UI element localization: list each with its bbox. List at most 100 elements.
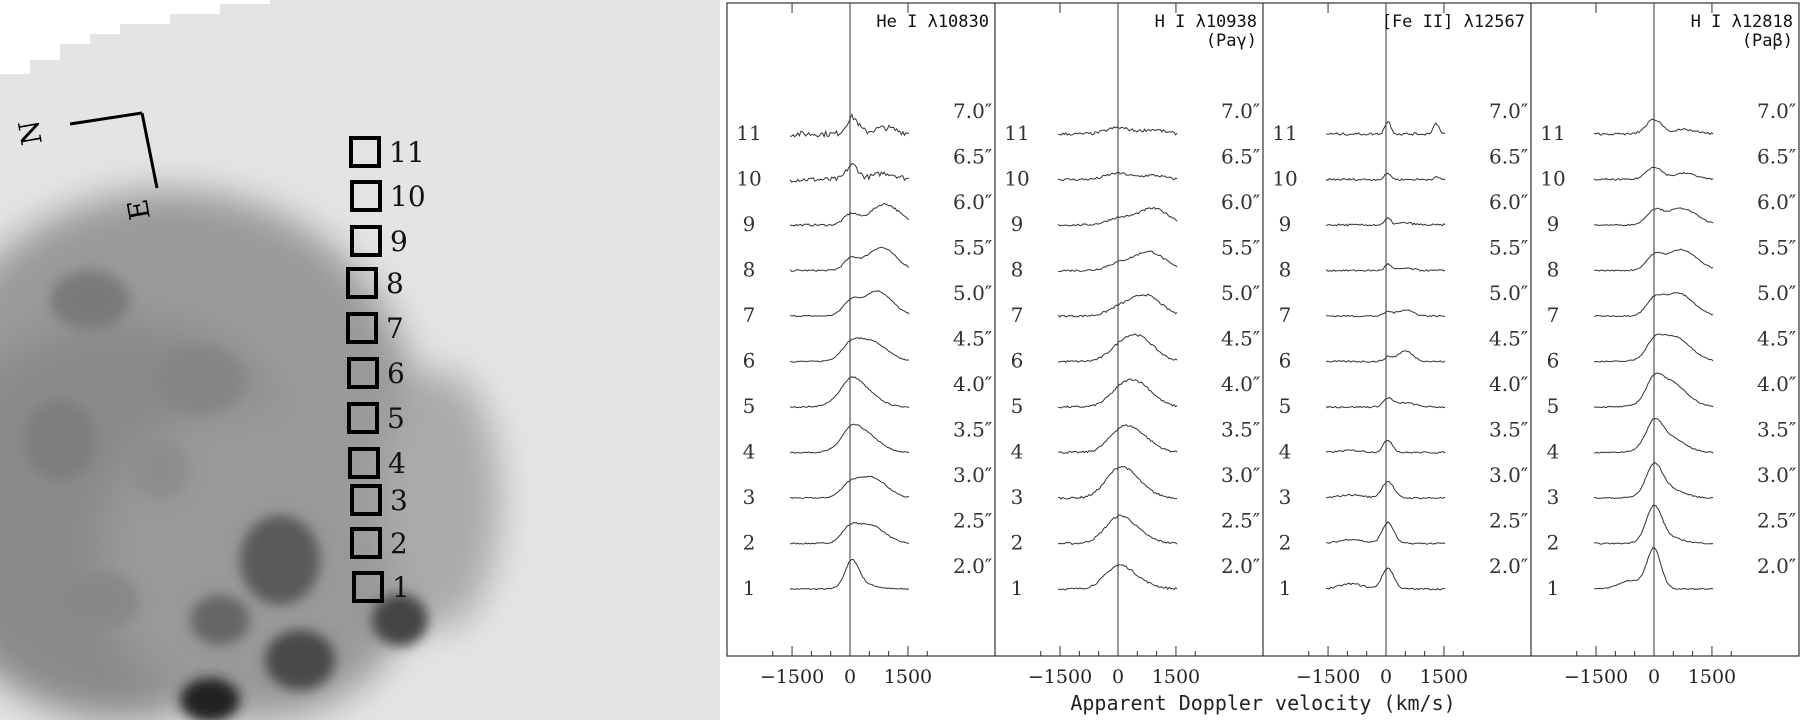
- aperture-label: 5: [387, 402, 405, 435]
- position-number-label: 11: [1004, 121, 1029, 145]
- spectrum-line: [1325, 396, 1446, 409]
- position-number-label: 1: [743, 576, 756, 600]
- offset-label: 6.5″: [1221, 145, 1260, 169]
- spectrum-line: [789, 423, 910, 454]
- offset-label: 3.0″: [1221, 463, 1260, 487]
- offset-label: 5.0″: [1757, 281, 1796, 305]
- position-number-label: 9: [1547, 212, 1560, 236]
- position-number-label: 7: [1279, 303, 1292, 327]
- position-number-label: 2: [743, 531, 756, 555]
- offset-label: 4.5″: [953, 327, 992, 351]
- spectrum-line: [1326, 480, 1446, 500]
- position-number-label: 7: [1547, 303, 1560, 327]
- spectrum-line: [789, 202, 910, 227]
- aperture-label: 10: [390, 180, 426, 213]
- spectrum-line: [1325, 217, 1446, 227]
- position-number-label: 6: [1011, 349, 1024, 373]
- compass-north-label: N: [12, 118, 49, 148]
- offset-label: 2.5″: [953, 509, 992, 533]
- offset-label: 6.5″: [1757, 145, 1796, 169]
- offset-label: 6.0″: [953, 190, 992, 214]
- position-number-label: 3: [1011, 485, 1024, 509]
- spectrum-line: [1058, 465, 1178, 500]
- compass: N E: [12, 111, 159, 223]
- panel-subtitle: (Paβ): [1742, 31, 1793, 51]
- offset-label: 4.5″: [1221, 327, 1260, 351]
- offset-label: 4.0″: [1757, 372, 1796, 396]
- position-number-label: 9: [1011, 212, 1024, 236]
- offset-label: 5.5″: [953, 236, 992, 260]
- spectrum-line: [1058, 423, 1178, 455]
- position-number-label: 8: [1011, 258, 1024, 282]
- offset-label: 2.5″: [1221, 509, 1260, 533]
- spectrum-line: [1326, 521, 1446, 545]
- spectrum-line: [1325, 350, 1446, 363]
- spectrum-panel-3: −1500 0 1500 [Fe II] λ12567 1 2.0″ 2 2.5″ 3 3.0″ 4…: [1262, 3, 1528, 688]
- offset-label: 2.0″: [953, 554, 992, 578]
- offset-label: 4.0″: [953, 372, 992, 396]
- spectrum-line: [790, 337, 910, 363]
- offset-label: 6.0″: [1489, 190, 1528, 214]
- position-number-label: 8: [1279, 258, 1292, 282]
- position-number-label: 1: [1547, 576, 1560, 600]
- offset-label: 3.5″: [1221, 418, 1260, 442]
- position-number-label: 5: [1547, 394, 1560, 418]
- offset-label: 4.0″: [1489, 372, 1528, 396]
- offset-label: 7.0″: [953, 99, 992, 123]
- spectrum-line: [789, 475, 910, 499]
- panel-title: H I λ10938: [1155, 12, 1257, 32]
- spectrum-panel-4: −1500 0 1500 H I λ12818(Paβ) 1 2.0″ 2 2.5″ 3 3.0″…: [1530, 3, 1796, 688]
- x-tick-label: −1500: [1028, 666, 1092, 688]
- aperture-label: 4: [388, 447, 406, 480]
- position-number-label: 7: [1011, 303, 1024, 327]
- spectrum-panel-2: −1500 0 1500 H I λ10938(Paγ) 1 2.0″ 2 2.5″ 3 3.0″…: [994, 3, 1260, 688]
- spectrum-line: [1057, 333, 1178, 363]
- aperture-box: [347, 402, 379, 434]
- spectrum-line: [1593, 372, 1714, 409]
- aperture-box: [350, 180, 382, 212]
- offset-label: 4.5″: [1489, 327, 1528, 351]
- aperture-box: [350, 527, 382, 559]
- spectrum-line: [789, 376, 910, 409]
- x-axis-label: Apparent Doppler velocity (km/s): [1070, 691, 1455, 715]
- greyscale-image-panel: N E 1 2 3 4 5 6 7 8 9 10 11: [0, 0, 720, 720]
- panel-title: [Fe II] λ12567: [1382, 12, 1525, 32]
- spectrum-line: [1057, 293, 1178, 318]
- aperture-box: [350, 225, 382, 257]
- spectrum-line: [1594, 547, 1714, 591]
- offset-label: 2.5″: [1757, 509, 1796, 533]
- x-tick-label: −1500: [1296, 666, 1360, 688]
- aperture-box: [352, 571, 384, 603]
- offset-label: 3.0″: [1489, 463, 1528, 487]
- spectrum-line: [1057, 206, 1178, 227]
- position-number-label: 1: [1011, 576, 1024, 600]
- spectrum-line: [789, 290, 910, 318]
- spectrum-line: [1594, 248, 1714, 272]
- offset-label: 5.5″: [1221, 236, 1260, 260]
- position-number-label: 4: [1011, 440, 1024, 464]
- image-edge-mask: [0, 0, 270, 74]
- offset-label: 4.5″: [1757, 327, 1796, 351]
- aperture-label: 2: [390, 527, 408, 560]
- offset-label: 7.0″: [1221, 99, 1260, 123]
- position-number-label: 6: [1279, 349, 1292, 373]
- offset-label: 6.5″: [953, 145, 992, 169]
- spectrum-line: [1325, 439, 1446, 454]
- offset-label: 7.0″: [1489, 99, 1528, 123]
- spectrum-line: [1058, 126, 1178, 136]
- spectrum-line: [1325, 262, 1446, 272]
- position-number-label: 6: [743, 349, 756, 373]
- position-number-label: 8: [743, 258, 756, 282]
- x-tick-label: 1500: [884, 666, 932, 688]
- spectrum-line: [1594, 461, 1714, 500]
- spectrum-line: [1326, 309, 1446, 318]
- position-number-label: 3: [743, 485, 756, 509]
- position-number-label: 2: [1011, 531, 1024, 555]
- aperture-box: [346, 312, 378, 344]
- spectrum-line: [1593, 166, 1714, 181]
- position-number-label: 4: [1547, 440, 1560, 464]
- position-number-label: 2: [1279, 531, 1292, 555]
- spectrum-line: [1593, 207, 1714, 227]
- position-number-label: 4: [1279, 440, 1292, 464]
